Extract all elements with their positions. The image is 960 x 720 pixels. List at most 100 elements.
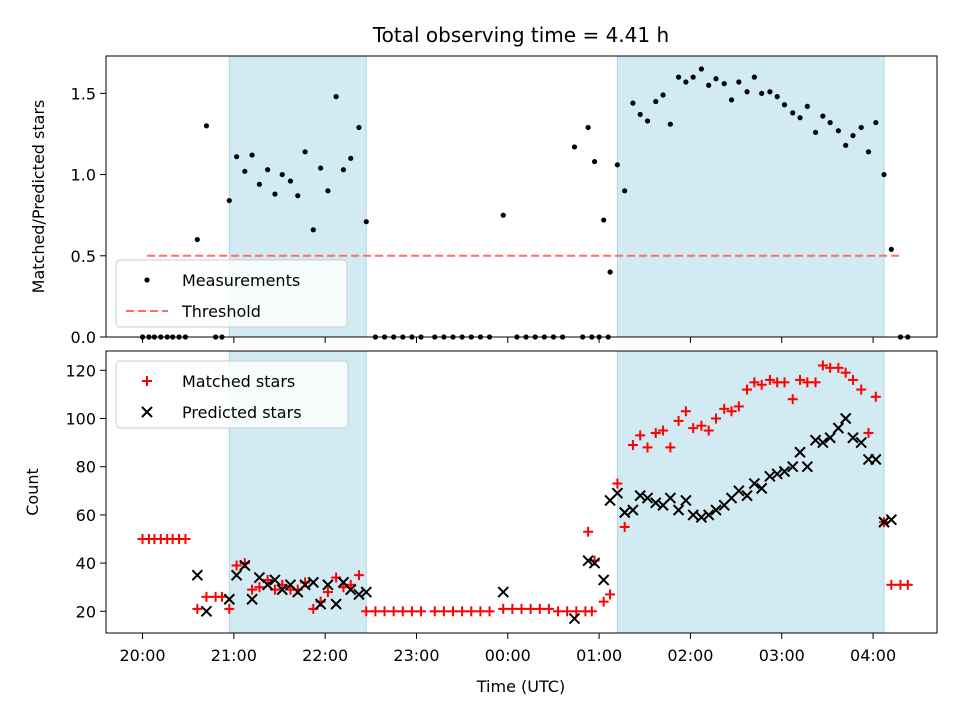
legend-marker-plus <box>142 376 152 386</box>
data-point-x-24-b <box>588 557 601 569</box>
data-point-dot-51 <box>571 144 578 150</box>
data-point-x-23-b <box>582 554 594 567</box>
data-point-plus-47 <box>525 603 536 614</box>
y-tick-label: 40 <box>76 554 96 573</box>
data-point-x-58 <box>847 432 859 444</box>
y-tick-label: 100 <box>65 409 96 428</box>
data-point-dot-44 <box>500 212 506 218</box>
data-point-plus-36 <box>416 606 427 617</box>
data-point-plus-33 <box>388 606 399 617</box>
y-tick-label: 0.5 <box>71 247 96 266</box>
data-point-plus-64 <box>650 427 661 438</box>
data-point-x-30-b <box>634 489 646 502</box>
data-point-x-62-b <box>878 516 890 528</box>
data-point-x-51 <box>794 446 806 458</box>
data-point-plus-62 <box>635 430 646 441</box>
data-point-plus-83 <box>795 374 806 385</box>
data-point-x-48-b <box>771 468 783 480</box>
data-point-plus-79 <box>764 374 775 385</box>
data-point-x-29 <box>627 504 639 516</box>
data-point-x-8-b <box>269 574 281 586</box>
data-point-plus-66 <box>665 442 676 453</box>
data-point-dot-91 <box>850 132 856 139</box>
data-point-plus-72 <box>711 413 722 424</box>
data-point-plus-15 <box>247 584 258 595</box>
data-point-x-18-b <box>345 583 357 596</box>
data-point-x-62 <box>878 516 890 528</box>
data-point-dot-9 <box>203 123 210 129</box>
data-point-dot-65 <box>653 98 659 105</box>
data-point-plus-90 <box>847 374 858 385</box>
data-point-dot-77 <box>744 89 750 95</box>
data-point-x-40-b <box>710 504 722 516</box>
data-point-x-36 <box>680 494 692 507</box>
data-point-dot-8 <box>194 236 200 243</box>
data-point-x-63-b <box>885 514 898 526</box>
y-tick-label: 80 <box>76 458 96 477</box>
data-point-dot-76 <box>736 79 742 85</box>
x-tick-label: 03:00 <box>759 646 805 665</box>
data-point-x-63 <box>885 514 898 526</box>
data-point-dot-84 <box>797 115 803 121</box>
data-point-x-28-b <box>618 506 631 519</box>
data-point-dot-92 <box>858 124 864 131</box>
data-point-x-53 <box>809 434 822 446</box>
data-point-x-38-b <box>695 511 708 524</box>
legend-entry-label: Threshold <box>181 302 261 321</box>
data-point-x-54-b <box>817 436 829 449</box>
data-point-dot-74 <box>721 81 727 87</box>
data-point-x-32-b <box>650 497 662 509</box>
data-point-x-36-b <box>680 494 692 507</box>
data-point-plus-7 <box>180 534 191 544</box>
data-point-dot-14 <box>242 168 248 174</box>
data-point-x-19-b <box>353 588 365 601</box>
data-point-plus-11 <box>216 591 227 602</box>
data-point-x-56 <box>832 422 845 434</box>
data-point-plus-44 <box>498 603 509 614</box>
data-point-plus-78 <box>756 379 767 390</box>
data-point-plus-52 <box>571 606 582 617</box>
data-point-dot-68 <box>675 74 682 80</box>
data-point-dot-30 <box>363 219 369 225</box>
data-point-x-21-b <box>497 586 509 598</box>
data-point-plus-55 <box>583 526 594 537</box>
data-point-dot-23 <box>310 227 316 233</box>
data-point-plus-85 <box>810 377 821 388</box>
data-point-dot-90 <box>843 142 849 148</box>
data-point-x-2-b <box>223 593 235 605</box>
data-point-dot-63 <box>637 111 643 118</box>
data-point-dot-66 <box>660 92 666 98</box>
y-tick-label: 60 <box>76 506 96 525</box>
data-point-dot-64 <box>644 118 651 124</box>
data-point-plus-68 <box>680 406 691 417</box>
data-point-dot-16 <box>256 181 263 187</box>
data-point-plus-42 <box>475 606 486 617</box>
data-point-dot-85 <box>804 103 810 109</box>
data-point-x-27-b <box>611 487 624 499</box>
data-point-x-6-b <box>253 571 266 584</box>
data-point-x-30 <box>634 489 646 502</box>
data-point-x-31-b <box>641 492 654 504</box>
data-point-plus-89 <box>840 367 851 378</box>
data-point-x-9 <box>276 583 288 596</box>
data-point-x-7-b <box>261 579 274 591</box>
data-point-plus-54 <box>586 606 597 617</box>
data-point-x-45-b <box>748 477 761 490</box>
series-dot <box>139 66 911 340</box>
data-point-x-44-b <box>741 489 753 502</box>
data-point-x-27 <box>611 487 624 499</box>
data-point-x-49 <box>778 465 791 478</box>
data-point-x-16 <box>330 598 342 610</box>
data-point-plus-50 <box>553 606 564 617</box>
data-point-x-50-b <box>787 460 799 473</box>
data-point-x-37-b <box>687 509 699 521</box>
data-point-x-39-b <box>702 509 715 521</box>
data-point-dot-25 <box>325 188 331 194</box>
data-point-x-14-b <box>314 598 327 610</box>
data-point-dot-21 <box>295 193 301 199</box>
data-point-plus-40 <box>457 606 468 617</box>
data-point-dot-89 <box>835 128 841 134</box>
data-point-dot-78 <box>751 74 757 80</box>
data-point-x-1 <box>200 605 213 618</box>
data-point-dot-73 <box>713 76 719 82</box>
